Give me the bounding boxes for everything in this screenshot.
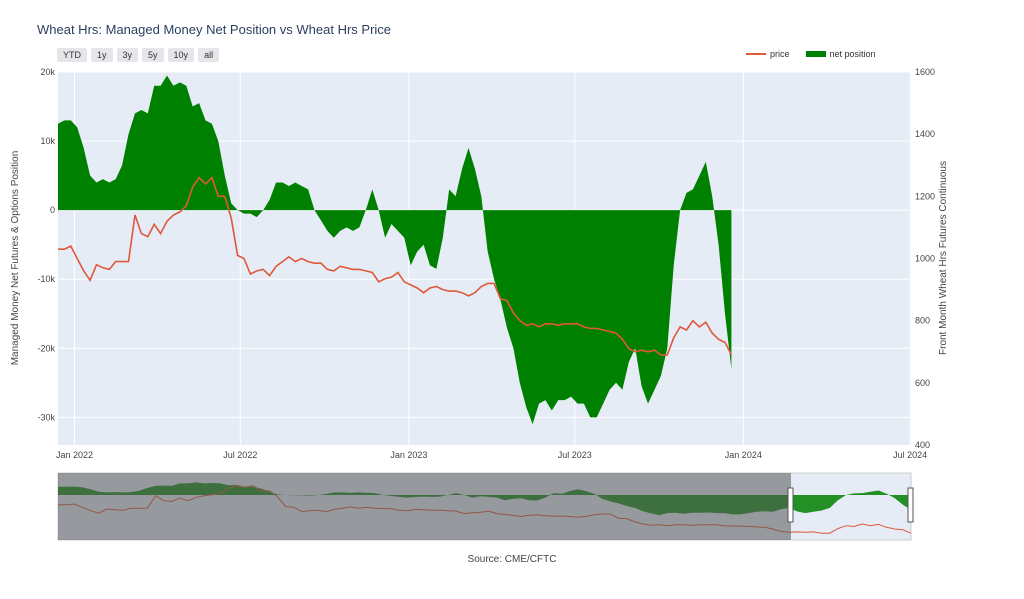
y2-tick-label: 1400 <box>915 129 935 139</box>
y-tick-label: 0 <box>50 205 55 215</box>
x-tick-label: Jan 2024 <box>725 450 762 460</box>
y2-tick-label: 400 <box>915 440 930 450</box>
range-button-10y[interactable]: 10y <box>167 48 195 62</box>
y-tick-label: -20k <box>37 343 55 353</box>
y-tick-label: -10k <box>37 274 55 284</box>
y-tick-label: 10k <box>40 136 55 146</box>
price-line <box>58 176 733 356</box>
y2-tick-label: 1600 <box>915 67 935 77</box>
x-tick-label: Jul 2024 <box>893 450 927 460</box>
net-position-swatch <box>805 51 826 57</box>
range-button-all[interactable]: all <box>198 48 220 62</box>
y2-tick-label: 600 <box>915 378 930 388</box>
x-tick-label: Jul 2023 <box>558 450 592 460</box>
net-position-area <box>58 75 732 425</box>
chart-marks <box>58 75 733 425</box>
range-button-ytd[interactable]: YTD <box>57 48 87 62</box>
range-selector: YTD 1y 3y 5y 10y all <box>57 48 220 62</box>
y2-tick-label: 1200 <box>915 191 935 201</box>
range-button-5y[interactable]: 5y <box>142 48 164 62</box>
y2-tick-label: 800 <box>915 316 930 326</box>
legend-label-net-position: net position <box>829 49 876 59</box>
legend-item-price[interactable]: price <box>746 49 790 59</box>
chart-title: Wheat Hrs: Managed Money Net Position vs… <box>37 22 392 37</box>
y2-axis-title: Front Month Wheat Hrs Futures Continuous <box>938 161 949 355</box>
price-swatch <box>746 53 766 55</box>
source-note: Source: CME/CFTC <box>467 554 557 565</box>
tick-labels: Jan 2022 Jul 2022 Jan 2023 Jul 2023 Jan 2024… <box>37 67 935 460</box>
x-tick-label: Jan 2022 <box>56 450 93 460</box>
range-button-3y[interactable]: 3y <box>116 48 139 62</box>
slider-handle-right[interactable] <box>907 487 914 523</box>
range-button-1y[interactable]: 1y <box>91 48 113 62</box>
y2-tick-label: 1000 <box>915 254 935 264</box>
legend-label-price: price <box>770 49 790 59</box>
x-tick-label: Jul 2022 <box>223 450 257 460</box>
y-tick-label: -30k <box>37 412 55 422</box>
y-tick-label: 20k <box>40 67 55 77</box>
range-slider[interactable] <box>57 472 914 541</box>
x-tick-label: Jan 2023 <box>390 450 427 460</box>
slider-mask <box>58 473 791 540</box>
legend: price net position <box>746 49 886 59</box>
legend-item-net-position[interactable]: net position <box>805 49 876 59</box>
slider-handle-left[interactable] <box>787 487 794 523</box>
y-axis-title: Managed Money Net Futures & Options Posi… <box>10 151 21 366</box>
